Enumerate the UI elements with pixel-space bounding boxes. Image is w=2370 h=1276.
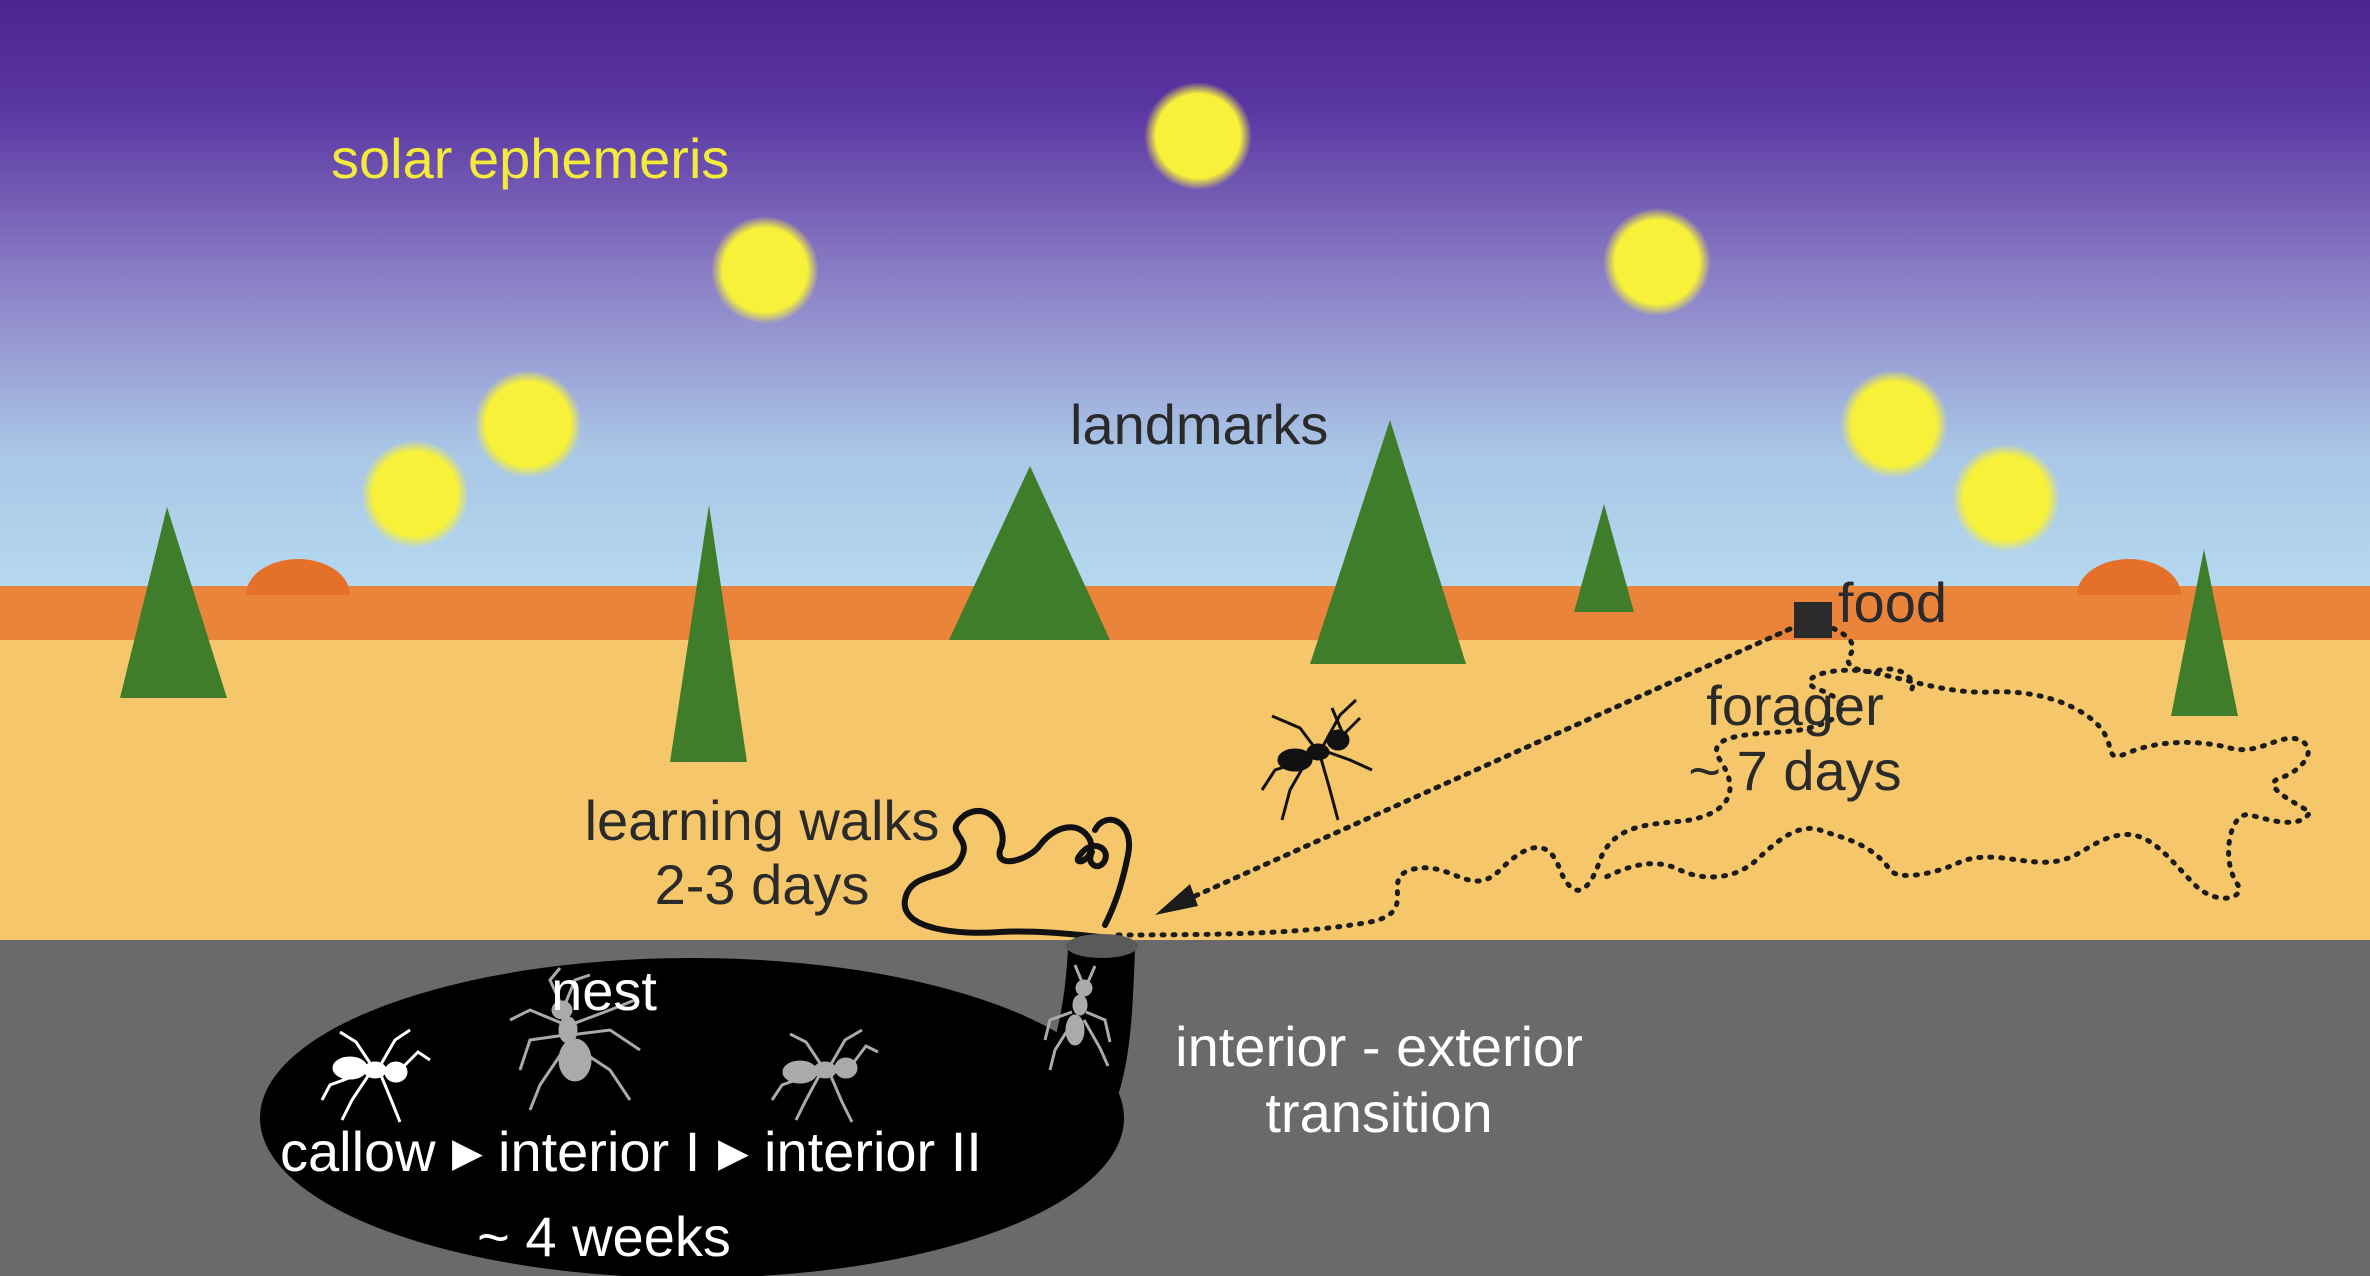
- solar-ephemeris-suns: [361, 82, 2060, 552]
- landmark-trees: [120, 420, 2238, 762]
- tree-icon: [949, 466, 1110, 640]
- nest-duration-label: ~ 4 weeks: [477, 1205, 731, 1268]
- rising-sun-left: [246, 559, 350, 595]
- interior-i-label: interior I: [498, 1120, 700, 1183]
- sun-icon: [474, 370, 582, 478]
- tree-icon: [1310, 420, 1466, 664]
- horizon-band: [0, 586, 2370, 642]
- homing-vector: [1155, 617, 1813, 915]
- interior-ii-label: interior II: [764, 1120, 982, 1183]
- sun-icon: [1603, 208, 1711, 316]
- arrow-head-icon: [1155, 884, 1198, 915]
- transition-label: interior - exterior: [1175, 1015, 1583, 1078]
- tree-icon: [670, 505, 747, 762]
- landmarks-label: landmarks: [1070, 393, 1328, 456]
- nest-chamber: [260, 958, 1124, 1276]
- stage-arrow-icon: ▶: [718, 1131, 749, 1175]
- food-icon: [1794, 602, 1832, 638]
- learning-walks-duration-label: 2-3 days: [655, 853, 870, 916]
- setting-sun-right: [2077, 559, 2181, 595]
- interior-ant-icon: [509, 967, 641, 1111]
- tunnel-ant-icon: [1043, 964, 1112, 1071]
- transition-label-line2: transition: [1265, 1081, 1492, 1144]
- sun-icon: [361, 440, 469, 548]
- food-label: food: [1838, 571, 1947, 634]
- learning-walks-path: [901, 807, 1133, 940]
- sun-icon: [1840, 370, 1948, 478]
- tree-icon: [120, 507, 227, 698]
- forager-duration-label: ~ 7 days: [1688, 739, 1901, 802]
- tree-icon: [2171, 549, 2238, 716]
- forager-ant-icon: [1260, 698, 1373, 821]
- sun-icon: [1952, 444, 2060, 552]
- callow-label: callow: [280, 1120, 436, 1183]
- sun-icon: [1144, 82, 1252, 190]
- forager-path: [1115, 617, 2314, 938]
- nest-label: nest: [551, 959, 657, 1022]
- solar-ephemeris-label: solar ephemeris: [331, 127, 729, 190]
- nest-structure: [260, 934, 1138, 1276]
- callow-ant-icon: [320, 1028, 431, 1123]
- tree-icon: [1574, 504, 1634, 612]
- forager-label: forager: [1706, 674, 1883, 737]
- interior-ant-icon: [770, 1028, 879, 1123]
- sun-icon: [711, 216, 819, 324]
- learning-walks-label: learning walks: [585, 789, 940, 852]
- nest-entrance: [1066, 934, 1138, 958]
- stage-arrow-icon: ▶: [452, 1131, 483, 1175]
